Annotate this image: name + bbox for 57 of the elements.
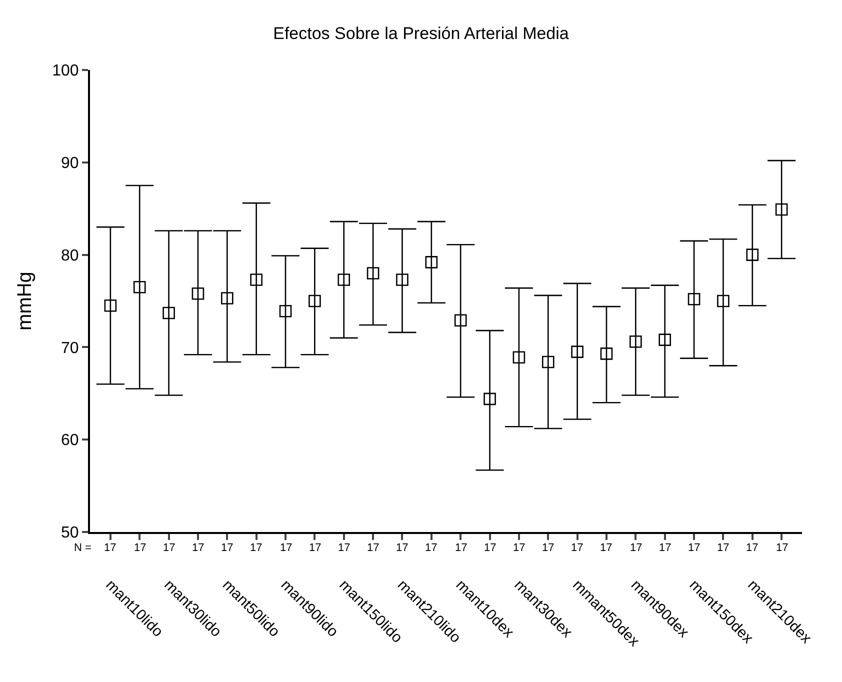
point	[717, 294, 730, 308]
text: 17	[367, 542, 380, 554]
y-tick-label: 70	[61, 340, 79, 357]
point	[600, 348, 613, 360]
text: N =	[74, 542, 92, 554]
text: 17	[163, 542, 176, 554]
point	[221, 292, 234, 304]
text: 17	[280, 542, 292, 554]
point	[542, 356, 554, 368]
point	[571, 346, 584, 358]
point	[484, 392, 496, 406]
text: 17	[659, 542, 672, 554]
text: 17	[309, 542, 322, 554]
point	[396, 274, 408, 286]
text: 17	[425, 542, 438, 554]
point	[454, 314, 467, 327]
text: 17	[513, 542, 526, 554]
text: 17	[688, 542, 700, 554]
text: 17	[134, 542, 146, 554]
text: 17	[221, 542, 234, 554]
y-axis-title: mmHg	[14, 272, 36, 330]
y-tick-label: 50	[61, 524, 79, 542]
text: 17	[630, 542, 642, 554]
text: 17	[600, 542, 612, 554]
y-tick-label: 80	[61, 247, 79, 264]
point	[104, 299, 117, 312]
text: 17	[396, 542, 408, 554]
text: 17	[455, 542, 468, 554]
point	[688, 293, 700, 306]
point	[630, 336, 642, 348]
y-tick-label: 100	[52, 62, 79, 80]
y-tick-label: 60	[61, 432, 79, 450]
point	[133, 280, 146, 294]
text: 17	[571, 542, 584, 554]
text: 17	[717, 542, 730, 554]
y-tick-label: 90	[61, 155, 79, 172]
text: 17	[192, 542, 204, 554]
point	[338, 274, 350, 286]
text: 17	[746, 542, 758, 554]
text: 17	[338, 542, 350, 554]
point	[308, 294, 321, 308]
point	[162, 306, 175, 320]
point	[746, 248, 759, 261]
chart-title: Efectos Sobre la Presión Arterial Media	[273, 24, 570, 44]
text: 17	[104, 542, 116, 554]
point	[775, 203, 788, 216]
point	[192, 287, 204, 300]
point	[512, 351, 526, 364]
point	[250, 274, 262, 286]
text: 17	[484, 542, 496, 554]
point	[425, 256, 438, 268]
text: 17	[776, 542, 788, 554]
point	[658, 334, 671, 346]
point	[279, 305, 292, 318]
text: 17	[542, 542, 554, 554]
text: 17	[250, 542, 262, 554]
point	[366, 267, 380, 280]
